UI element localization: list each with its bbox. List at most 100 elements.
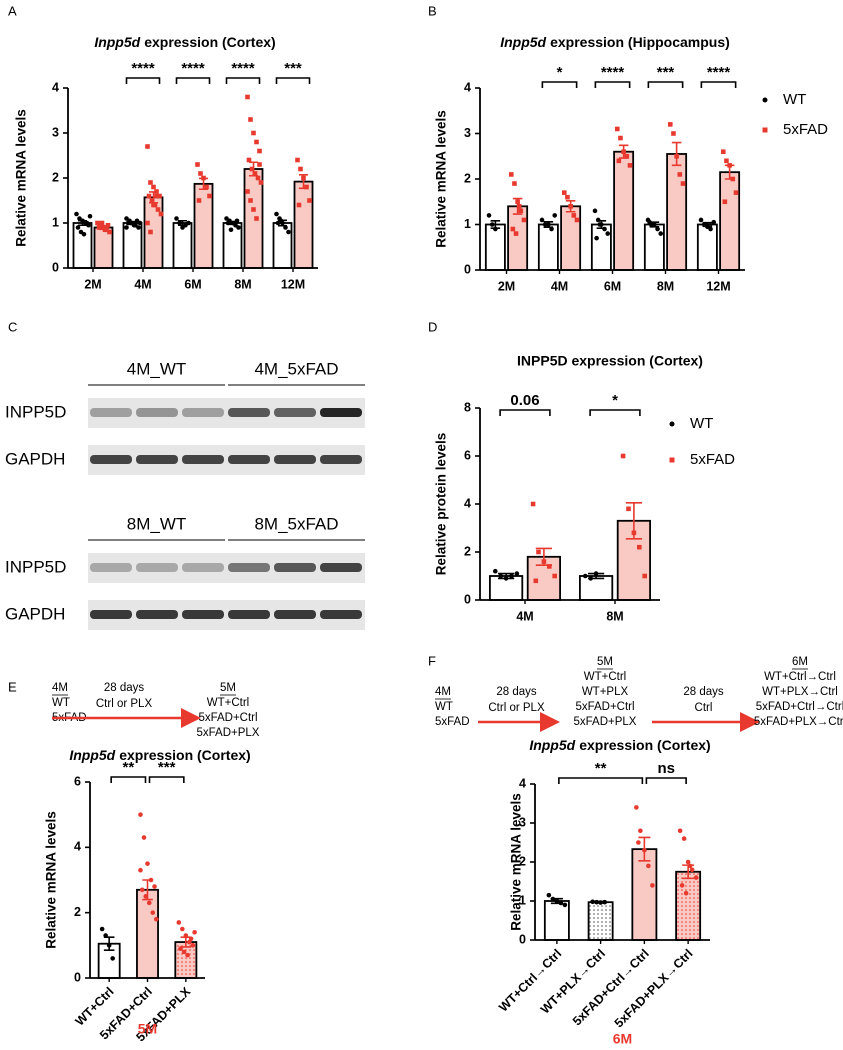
data-point: [498, 573, 504, 579]
blot-band: [274, 563, 316, 572]
data-point: [503, 576, 509, 581]
data-point: [234, 218, 240, 224]
legend-marker: [669, 457, 675, 463]
chart-title: Inpp5d expression (Cortex): [94, 34, 275, 50]
data-point: [258, 180, 264, 185]
significance-bracket: [275, 77, 311, 84]
y-tick-label: 0: [519, 932, 526, 946]
data-point: [605, 231, 611, 236]
data-point: [508, 172, 514, 177]
data-point: [546, 892, 552, 898]
blot-band: [90, 408, 132, 417]
data-point: [689, 867, 695, 873]
duration-label: 28 days: [104, 682, 145, 694]
data-point: [518, 208, 524, 214]
blot-band: [274, 455, 316, 464]
treatment-label: Ctrl or PLX: [488, 702, 545, 714]
blot-band: [90, 610, 132, 619]
legend-label: 5xFAD: [690, 451, 735, 468]
data-point: [614, 126, 620, 132]
chart-title: INPP5D expression (Cortex): [517, 353, 703, 369]
data-point: [158, 211, 164, 217]
data-point: [131, 222, 137, 228]
data-point: [252, 171, 258, 176]
data-point: [137, 220, 143, 226]
data-point: [188, 936, 194, 942]
panel-label: B: [428, 3, 437, 18]
blot-band: [320, 408, 362, 417]
significance-label: ns: [657, 760, 675, 777]
lane-group-label: 8M_WT: [127, 514, 187, 533]
data-point: [730, 176, 736, 182]
bar: [579, 575, 614, 601]
x-tick-label: 6M: [604, 279, 621, 293]
data-point: [245, 94, 250, 100]
data-point: [110, 956, 115, 961]
blot-row-label: INPP5D: [5, 557, 66, 576]
data-point: [698, 217, 704, 223]
x-tick-label: 2M: [498, 279, 515, 293]
data-point: [562, 902, 568, 908]
significance-label: ****: [601, 64, 625, 81]
data-point: [720, 149, 726, 154]
data-point: [185, 952, 190, 958]
y-tick-label: 2: [519, 854, 526, 868]
panel-label: D: [428, 319, 437, 334]
group-label: WT+PLX→Ctrl: [762, 686, 838, 698]
data-point: [541, 559, 547, 564]
bar: [613, 150, 635, 271]
blot-band: [136, 455, 178, 464]
data-point: [201, 175, 206, 181]
data-point: [99, 220, 105, 226]
data-point: [583, 573, 588, 579]
blot-row-label: INPP5D: [5, 402, 66, 421]
significance-bracket: [541, 81, 578, 88]
y-tick-label: 0: [464, 592, 471, 606]
blot-strip: [88, 445, 365, 475]
group-label: 5xFAD+Ctrl→Ctrl: [756, 701, 843, 713]
lane-group-label: 4M_WT: [127, 359, 187, 378]
data-point: [658, 231, 664, 236]
bar-pattern: [677, 872, 700, 939]
data-point: [283, 225, 288, 230]
duration-label: 28 days: [683, 686, 724, 698]
blot-band: [228, 455, 270, 464]
significance-bracket: [647, 81, 684, 88]
data-point: [708, 226, 713, 232]
x-tick-label: 8M: [234, 277, 251, 291]
data-point: [571, 213, 577, 218]
data-point: [637, 544, 642, 550]
data-point: [146, 900, 152, 906]
blot-band: [320, 455, 362, 464]
significance-bracket: [499, 409, 551, 416]
data-point: [618, 135, 623, 141]
bar-pattern: [176, 943, 196, 977]
x-tick-label: 12M: [706, 279, 730, 293]
data-point: [539, 217, 545, 223]
significance-bracket: [125, 77, 161, 84]
data-point: [727, 163, 732, 168]
data-point: [681, 836, 687, 841]
significance-label: **: [595, 760, 607, 777]
group-label: WT+Ctrl: [207, 697, 249, 709]
data-point: [74, 211, 79, 217]
data-point: [136, 225, 141, 230]
data-point: [248, 198, 253, 203]
significance-bracket: [645, 777, 687, 784]
blot-strip: [88, 553, 365, 583]
data-point: [192, 929, 197, 935]
data-point: [186, 220, 191, 226]
blot-band: [320, 610, 362, 619]
data-point: [685, 859, 691, 865]
bar: [293, 180, 314, 269]
title-text: expression (Cortex): [144, 34, 275, 50]
x-axis-label: 5M: [138, 1021, 157, 1037]
title-text: expression (Hippocampus): [550, 34, 730, 50]
data-point: [274, 211, 279, 217]
data-point: [257, 162, 262, 167]
x-tick-label: 4M: [551, 279, 568, 293]
data-point: [254, 139, 259, 145]
data-point: [145, 861, 150, 866]
data-point: [155, 207, 161, 212]
